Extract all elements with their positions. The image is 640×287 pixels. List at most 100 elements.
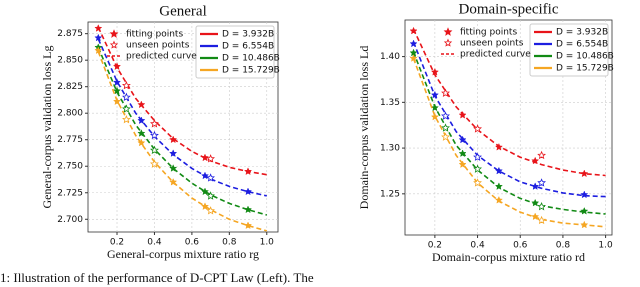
y-axis-label: Domain-corpus validation loss Ld — [357, 46, 371, 210]
fitting-point — [458, 160, 467, 169]
predicted-curve — [412, 41, 606, 198]
fitting-point — [243, 167, 253, 176]
legend-label: unseen points — [126, 41, 190, 51]
fitting-point — [112, 97, 122, 106]
y-tick-label: 2.725 — [57, 188, 83, 198]
y-tick-label: 2.825 — [57, 82, 83, 92]
legend-label: predicted curve — [126, 52, 197, 62]
unseen-point — [537, 215, 547, 225]
chart-title: General — [159, 3, 206, 19]
y-tick-label: 1.30 — [380, 144, 400, 154]
unseen-point — [441, 123, 450, 132]
x-tick-label: 0.8 — [556, 241, 571, 251]
fitting-point — [580, 190, 589, 199]
fitting-point — [430, 90, 439, 99]
x-tick-label: 1.0 — [598, 241, 613, 251]
legend-label: D = 6.554B — [222, 42, 274, 52]
fitting-point — [243, 187, 253, 196]
unseen-point — [122, 80, 131, 90]
legend-label: fitting points — [126, 30, 183, 40]
unseen-point — [122, 104, 131, 113]
x-tick-label: 0.6 — [185, 238, 200, 248]
legend-label: unseen points — [460, 39, 524, 49]
legend-marker — [109, 29, 119, 38]
fitting-point — [94, 24, 103, 32]
y-tick-label: 2.800 — [57, 109, 83, 119]
fitting-point — [409, 39, 418, 48]
fitting-point — [458, 110, 467, 119]
fitting-point — [580, 220, 589, 229]
x-tick-label: 0.2 — [110, 238, 124, 248]
fitting-point — [430, 112, 439, 121]
fitting-point — [494, 142, 503, 151]
fitting-point — [580, 169, 589, 178]
fitting-point — [531, 212, 540, 221]
fitting-point — [494, 182, 503, 190]
y-tick-label: 2.775 — [57, 135, 83, 145]
unseen-point — [149, 119, 159, 128]
unseen-point — [473, 164, 483, 173]
unseen-point — [473, 178, 482, 187]
fitting-point — [200, 202, 210, 211]
x-axis-label: Domain-corpus mixture ratio rd — [432, 250, 585, 264]
predicted-curve — [97, 26, 267, 176]
fitting-point — [137, 138, 146, 147]
legend-label: D = 3.932B — [222, 30, 274, 40]
y-tick-label: 1.35 — [380, 98, 400, 108]
legend-label: D = 10.486B — [556, 52, 614, 62]
unseen-point — [149, 145, 159, 155]
legend-marker — [443, 38, 453, 47]
legend-label: D = 3.932B — [556, 28, 608, 38]
unseen-point — [473, 124, 483, 133]
unseen-point — [441, 88, 451, 97]
fitting-point — [458, 135, 467, 144]
x-tick-label: 1.0 — [260, 238, 275, 248]
y-axis-label: General-corpus validation loss Lg — [40, 46, 54, 209]
fitting-point — [494, 166, 503, 175]
x-tick-label: 0.2 — [428, 241, 442, 251]
y-tick-label: 2.700 — [57, 215, 83, 225]
unseen-point — [206, 206, 215, 215]
unseen-point — [149, 159, 159, 168]
fitting-point — [169, 149, 178, 157]
y-tick-label: 2.750 — [57, 162, 83, 172]
predicted-curve — [412, 28, 606, 177]
y-tick-label: 2.875 — [57, 29, 83, 39]
fitting-point — [200, 187, 210, 196]
fitting-point — [430, 103, 439, 112]
fitting-point — [531, 182, 540, 190]
fitting-point — [137, 100, 146, 109]
y-tick-label: 1.25 — [380, 189, 400, 199]
x-tick-label: 0.8 — [222, 238, 237, 248]
fitting-point — [409, 26, 418, 35]
unseen-point — [122, 92, 131, 102]
legend-box — [195, 25, 275, 79]
x-tick-label: 0.4 — [470, 241, 485, 251]
fitting-point — [580, 206, 589, 215]
legend-label: fitting points — [460, 28, 517, 38]
legend-box — [529, 23, 609, 77]
x-axis-label: General-corpus mixture ratio rg — [107, 247, 259, 261]
fitting-point — [201, 153, 210, 162]
fitting-point — [169, 135, 178, 144]
x-tick-label: 0.6 — [513, 241, 528, 251]
fitting-point — [169, 177, 178, 186]
y-tick-label: 2.850 — [57, 56, 83, 66]
fitting-point — [531, 156, 540, 165]
legend-label: D = 10.486B — [222, 54, 280, 64]
legend-label: D = 6.554B — [556, 40, 608, 50]
unseen-point — [537, 201, 547, 211]
unseen-point — [206, 173, 215, 182]
fitting-point — [112, 62, 122, 71]
unseen-point — [473, 152, 483, 161]
unseen-point — [206, 154, 215, 163]
fitting-point — [137, 129, 146, 137]
fitting-point — [112, 86, 122, 95]
x-tick-label: 0.4 — [147, 238, 162, 248]
unseen-point — [441, 111, 451, 120]
fitting-point — [112, 78, 121, 86]
chart-title: Domain-specific — [459, 1, 559, 17]
y-tick-label: 1.40 — [380, 52, 400, 62]
fitting-point — [243, 221, 253, 230]
